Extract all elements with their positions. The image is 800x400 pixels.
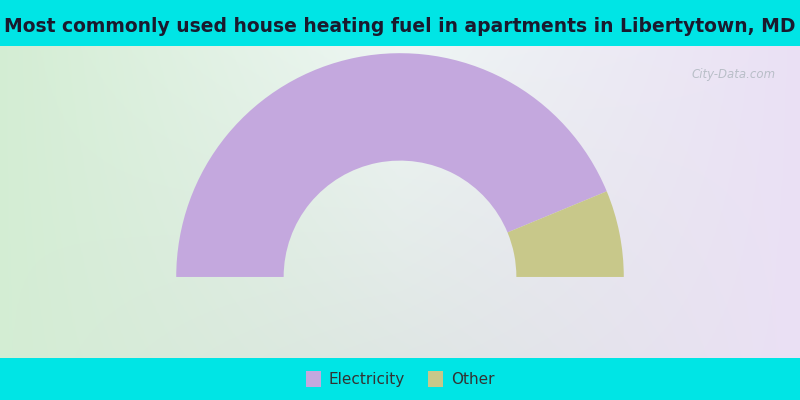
Wedge shape: [176, 53, 606, 277]
Text: Most commonly used house heating fuel in apartments in Libertytown, MD: Most commonly used house heating fuel in…: [4, 17, 796, 36]
Wedge shape: [507, 191, 624, 277]
Legend: Electricity, Other: Electricity, Other: [300, 365, 500, 393]
Text: City-Data.com: City-Data.com: [692, 68, 776, 81]
